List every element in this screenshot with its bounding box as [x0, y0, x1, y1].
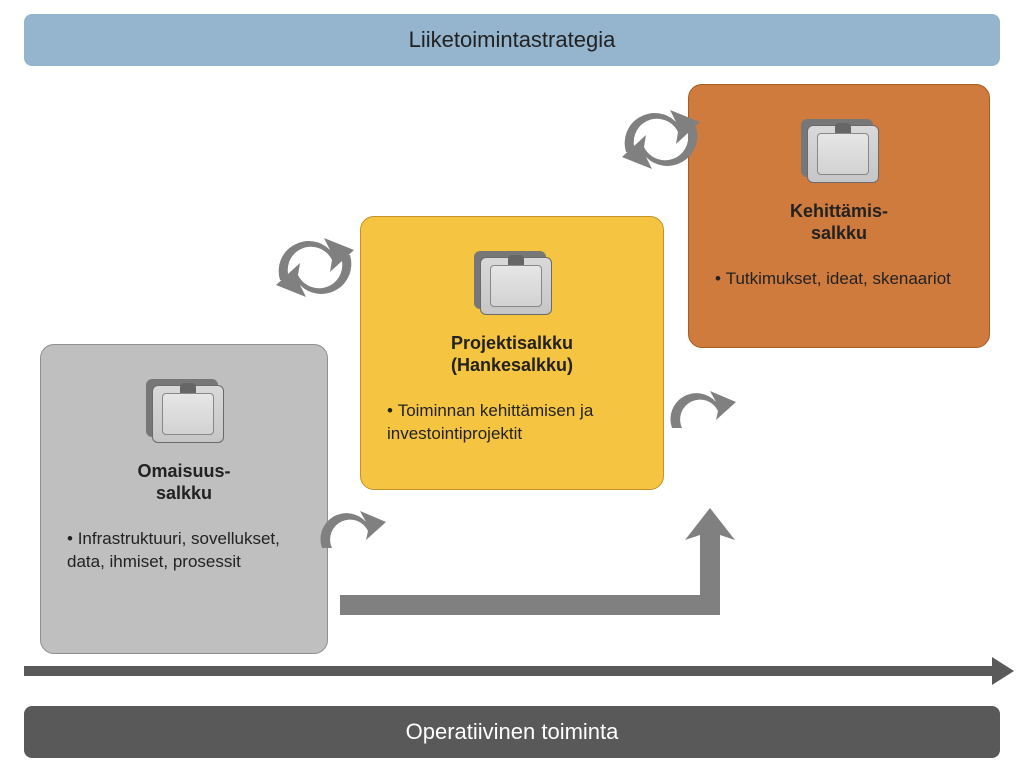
diagram-canvas: Liiketoimintastrategia Omaisuus- salkku … — [0, 0, 1024, 763]
bottom-band-label: Operatiivinen toiminta — [406, 719, 619, 745]
curved-arrows-4 — [660, 378, 740, 458]
curved-arrows-1 — [260, 220, 370, 310]
card-omaisuus: Omaisuus- salkku Infrastruktuuri, sovell… — [40, 344, 328, 654]
card-omaisuus-bullet: Infrastruktuuri, sovellukset, data, ihmi… — [61, 528, 307, 574]
path-arrow — [330, 500, 750, 630]
card-projekti-bullet: Toiminnan kehittämisen ja investointipro… — [381, 400, 643, 446]
axis-arrow — [24, 666, 1000, 676]
card-omaisuus-title: Omaisuus- salkku — [137, 461, 230, 504]
card-projekti-title: Projektisalkku (Hankesalkku) — [451, 333, 573, 376]
briefcase-icon — [789, 103, 889, 193]
card-projekti: Projektisalkku (Hankesalkku) Toiminnan k… — [360, 216, 664, 490]
briefcase-icon — [462, 235, 562, 325]
bottom-band: Operatiivinen toiminta — [24, 706, 1000, 758]
card-kehittamis-title: Kehittämis- salkku — [790, 201, 888, 244]
top-band-label: Liiketoimintastrategia — [409, 27, 616, 53]
briefcase-icon — [134, 363, 234, 453]
card-kehittamis-bullet: Tutkimukset, ideat, skenaariot — [709, 268, 969, 291]
card-kehittamis: Kehittämis- salkku Tutkimukset, ideat, s… — [688, 84, 990, 348]
top-band: Liiketoimintastrategia — [24, 14, 1000, 66]
curved-arrows-2 — [606, 92, 716, 182]
